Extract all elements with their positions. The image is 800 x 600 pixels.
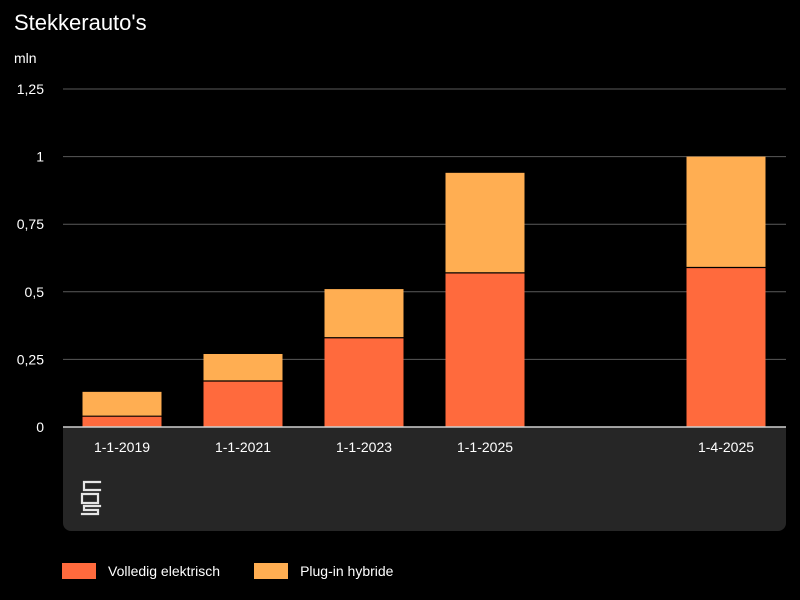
y-tick-label: 1 [36,149,44,165]
bar-segment [686,156,766,268]
bar-segment [324,289,404,338]
legend-label-volledig-elektrisch: Volledig elektrisch [108,563,221,579]
bar-segment [82,391,162,417]
legend-label-plug-in-hybride: Plug-in hybride [300,563,394,579]
legend-item-plug-in-hybride[interactable]: Plug-in hybride [254,563,393,579]
x-tick-label: 1-1-2021 [215,439,271,455]
y-tick-label: 0,5 [25,284,45,300]
x-tick-label: 1-4-2025 [698,439,754,455]
y-axis-unit: mln [14,50,37,66]
chart-title: Stekkerauto's [14,10,147,35]
x-axis-panel [63,427,786,531]
bar-segment [203,353,283,382]
y-tick-label: 0 [36,419,44,435]
legend: Volledig elektrisch Plug-in hybride [62,563,427,579]
bar-segment [82,416,162,427]
y-tick-label: 0,25 [17,351,44,367]
y-tick-label: 0,75 [17,216,44,232]
x-tick-label: 1-1-2023 [336,439,392,455]
legend-swatch-plug-in-hybride [254,563,289,579]
bar-segment [445,172,525,273]
bar-segment [324,337,404,427]
y-tick-label: 1,25 [17,81,44,97]
x-tick-label: 1-1-2025 [457,439,513,455]
cbs-logo-icon [80,480,102,516]
x-tick-label: 1-1-2019 [94,439,150,455]
bar-segment [445,272,525,427]
bar-segment [686,267,766,427]
bar-segment [203,381,283,427]
legend-swatch-volledig-elektrisch [62,563,96,579]
legend-item-volledig-elektrisch[interactable]: Volledig elektrisch [62,563,220,579]
